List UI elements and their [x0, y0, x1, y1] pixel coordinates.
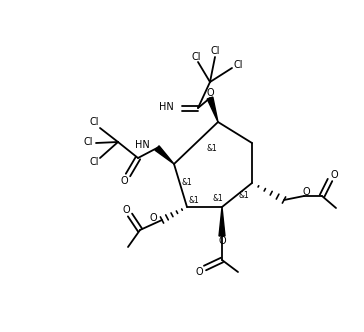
Text: Cl: Cl [191, 52, 201, 62]
Polygon shape [155, 146, 174, 164]
Text: O: O [330, 170, 338, 180]
Polygon shape [207, 97, 218, 122]
Text: O: O [218, 236, 226, 246]
Text: O: O [206, 88, 214, 98]
Text: &1: &1 [239, 191, 249, 200]
Text: O: O [195, 267, 203, 277]
Text: O: O [122, 205, 130, 215]
Text: O: O [302, 187, 310, 197]
Polygon shape [219, 207, 225, 236]
Text: Cl: Cl [210, 46, 220, 56]
Text: Cl: Cl [89, 157, 99, 167]
Text: HN: HN [159, 102, 174, 112]
Text: Cl: Cl [233, 60, 243, 70]
Text: &1: &1 [189, 196, 199, 205]
Text: Cl: Cl [83, 137, 93, 147]
Text: HN: HN [135, 140, 150, 150]
Text: O: O [149, 213, 157, 223]
Text: &1: &1 [207, 143, 217, 152]
Text: O: O [120, 176, 128, 186]
Text: Cl: Cl [89, 117, 99, 127]
Text: &1: &1 [213, 194, 223, 203]
Text: &1: &1 [182, 178, 193, 187]
